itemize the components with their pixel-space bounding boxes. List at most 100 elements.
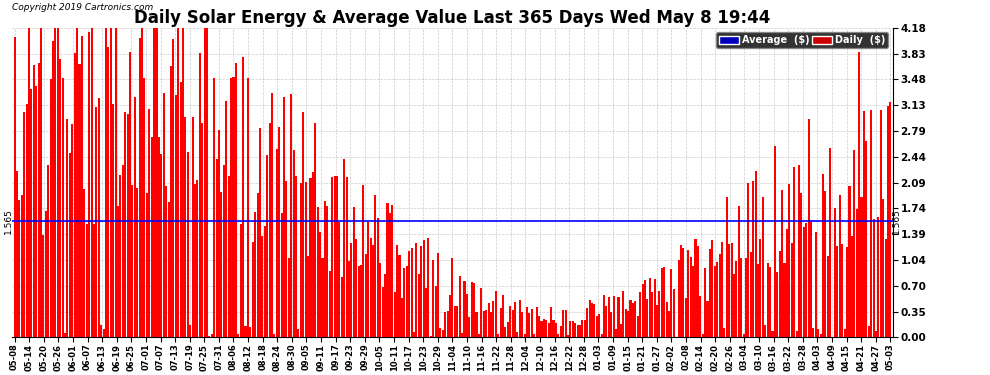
Bar: [374, 195, 376, 338]
Bar: [28, 28, 30, 338]
Bar: [170, 66, 172, 338]
Bar: [182, 28, 184, 338]
Bar: [16, 171, 18, 338]
Bar: [124, 112, 127, 338]
Bar: [153, 28, 155, 338]
Bar: [584, 320, 586, 338]
Bar: [716, 262, 718, 338]
Bar: [877, 217, 879, 338]
Bar: [64, 333, 66, 338]
Bar: [759, 239, 761, 338]
Bar: [719, 254, 721, 338]
Bar: [603, 295, 605, 338]
Bar: [45, 211, 47, 338]
Bar: [300, 183, 302, 338]
Bar: [440, 327, 442, 338]
Bar: [14, 37, 16, 338]
Bar: [524, 334, 526, 338]
Bar: [355, 239, 357, 338]
Bar: [162, 93, 164, 338]
Bar: [115, 28, 117, 338]
Bar: [174, 95, 177, 338]
Bar: [665, 302, 667, 338]
Text: 1.565: 1.565: [892, 209, 901, 234]
Bar: [280, 213, 282, 338]
Bar: [504, 327, 507, 338]
Bar: [339, 222, 341, 338]
Bar: [423, 240, 425, 338]
Legend: Average  ($), Daily  ($): Average ($), Daily ($): [717, 33, 888, 48]
Bar: [213, 78, 215, 338]
Bar: [52, 41, 54, 338]
Bar: [475, 312, 477, 338]
Bar: [813, 328, 815, 338]
Bar: [466, 294, 468, 338]
Bar: [21, 195, 23, 338]
Bar: [243, 57, 245, 338]
Bar: [40, 28, 42, 338]
Bar: [305, 182, 307, 338]
Bar: [581, 320, 583, 338]
Bar: [853, 150, 855, 338]
Bar: [738, 206, 740, 338]
Bar: [235, 63, 237, 338]
Bar: [521, 312, 524, 338]
Bar: [201, 123, 203, 338]
Bar: [144, 78, 146, 338]
Bar: [880, 110, 882, 338]
Bar: [497, 333, 499, 338]
Bar: [690, 257, 692, 338]
Bar: [327, 206, 329, 338]
Bar: [596, 316, 598, 338]
Bar: [512, 310, 514, 338]
Bar: [733, 274, 735, 338]
Bar: [38, 63, 40, 338]
Bar: [632, 303, 634, 338]
Bar: [774, 146, 776, 338]
Bar: [492, 301, 494, 338]
Bar: [331, 177, 334, 338]
Bar: [446, 311, 448, 338]
Bar: [346, 177, 347, 338]
Bar: [76, 28, 78, 338]
Bar: [233, 77, 235, 338]
Bar: [48, 165, 50, 338]
Bar: [157, 137, 160, 338]
Bar: [194, 184, 196, 338]
Bar: [827, 256, 829, 338]
Bar: [336, 176, 338, 338]
Bar: [461, 333, 463, 338]
Bar: [226, 100, 228, 338]
Bar: [379, 263, 381, 338]
Bar: [43, 235, 45, 338]
Bar: [729, 244, 731, 338]
Bar: [364, 254, 367, 338]
Bar: [798, 165, 800, 338]
Bar: [507, 322, 509, 338]
Bar: [95, 107, 97, 338]
Bar: [830, 148, 832, 338]
Bar: [514, 302, 516, 338]
Bar: [132, 185, 134, 338]
Bar: [552, 320, 554, 338]
Bar: [312, 172, 314, 338]
Bar: [127, 114, 129, 338]
Bar: [781, 190, 783, 338]
Bar: [416, 243, 418, 338]
Bar: [50, 79, 51, 338]
Bar: [411, 248, 413, 338]
Bar: [187, 152, 189, 338]
Bar: [839, 195, 841, 338]
Bar: [517, 332, 519, 338]
Bar: [858, 52, 860, 338]
Bar: [625, 309, 627, 338]
Bar: [468, 317, 470, 338]
Bar: [204, 28, 206, 338]
Bar: [449, 295, 451, 338]
Bar: [694, 239, 697, 338]
Bar: [322, 258, 324, 338]
Bar: [399, 255, 401, 338]
Bar: [324, 201, 326, 338]
Bar: [653, 279, 655, 338]
Bar: [389, 213, 391, 338]
